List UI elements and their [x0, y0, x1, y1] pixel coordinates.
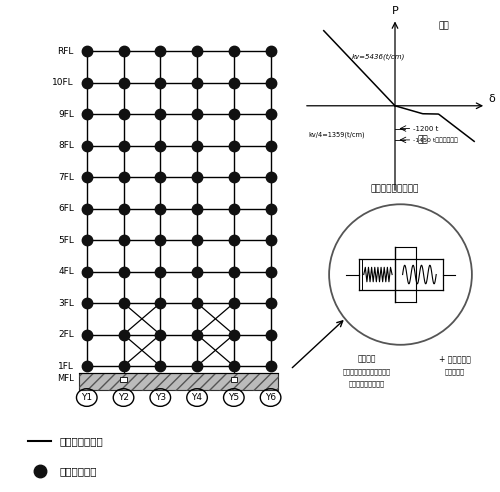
Text: RFL: RFL: [58, 47, 74, 56]
Text: 引張: 引張: [418, 135, 428, 145]
Text: （設計モデル参照）: （設計モデル参照）: [349, 381, 385, 387]
Text: 6FL: 6FL: [58, 204, 74, 213]
Text: -1450 t（長期軸力）: -1450 t（長期軸力）: [413, 137, 458, 143]
Text: 7FL: 7FL: [58, 173, 74, 182]
Text: Y4: Y4: [192, 393, 202, 402]
Text: Y1: Y1: [81, 393, 92, 402]
Text: 3FL: 3FL: [58, 299, 74, 308]
Text: P: P: [392, 6, 398, 16]
Bar: [80, 373, 278, 390]
Text: -1200 t: -1200 t: [413, 125, 438, 131]
Text: 10FL: 10FL: [52, 78, 74, 87]
Text: 9FL: 9FL: [58, 110, 74, 119]
Text: 1FL: 1FL: [58, 362, 74, 370]
Text: Y3: Y3: [154, 393, 166, 402]
Text: 圧縮: 圧縮: [438, 22, 450, 31]
Text: MFL: MFL: [57, 373, 74, 382]
Text: 4FL: 4FL: [58, 267, 74, 276]
Text: Y5: Y5: [228, 393, 239, 402]
Text: Y2: Y2: [118, 393, 129, 402]
Text: 鰛直方向復元力特性: 鰛直方向復元力特性: [371, 184, 419, 194]
Text: 水平バネ: 水平バネ: [358, 355, 376, 364]
Bar: [230, 377, 237, 382]
Bar: [80, 373, 278, 390]
Text: ：　ビーム要素: ： ビーム要素: [59, 436, 103, 446]
Text: kv=5436(t/cm): kv=5436(t/cm): [352, 53, 405, 60]
Text: 8FL: 8FL: [58, 141, 74, 150]
Text: 5FL: 5FL: [58, 236, 74, 245]
Text: Y6: Y6: [265, 393, 276, 402]
Text: + 　鰛直バネ: + 鰛直バネ: [439, 355, 471, 364]
Text: kv/4=1359(t/cm): kv/4=1359(t/cm): [308, 131, 364, 138]
Text: 2FL: 2FL: [58, 330, 74, 339]
Text: （修正トリ・リニアー型）: （修正トリ・リニアー型）: [343, 369, 391, 375]
Text: ：　集中質量: ： 集中質量: [59, 466, 96, 476]
Text: （逆行型）: （逆行型）: [445, 369, 465, 375]
Text: δ: δ: [488, 94, 495, 104]
Bar: [120, 377, 127, 382]
